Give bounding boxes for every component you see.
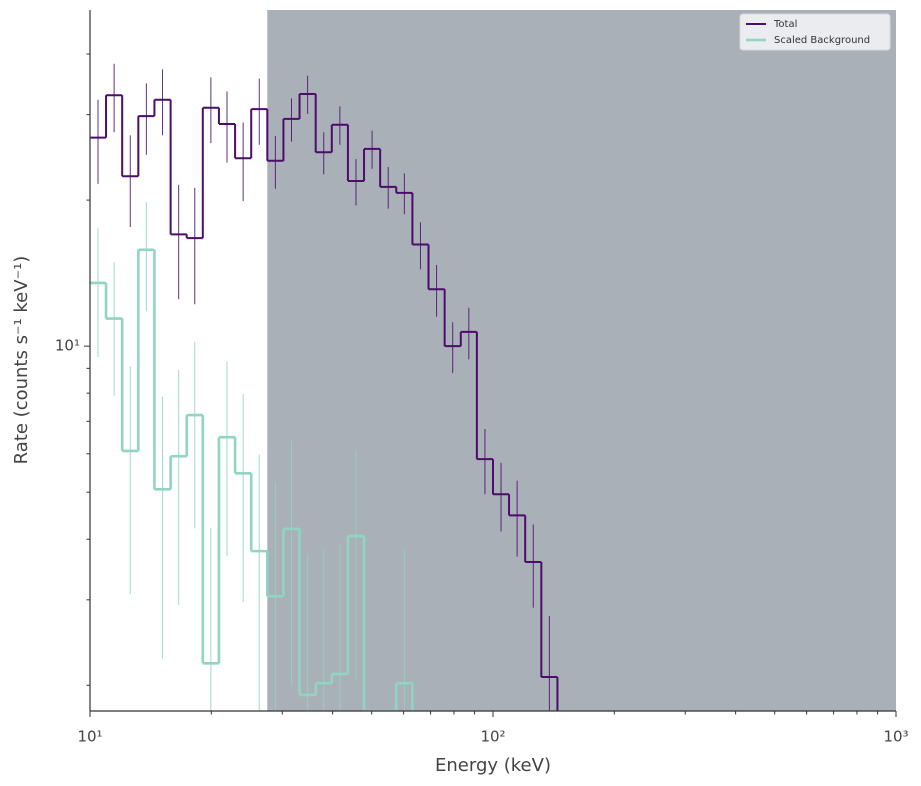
x-tick-label: 10² [480, 728, 505, 746]
y-tick-label: 10¹ [55, 337, 80, 355]
x-axis-label: Energy (keV) [435, 755, 551, 776]
y-axis-label: Rate (counts s⁻¹ keV⁻¹) [11, 256, 32, 465]
x-tick-label: 10¹ [77, 728, 102, 746]
legend-box [739, 13, 891, 51]
shaded-region [267, 10, 896, 711]
legend-label: Scaled Background [774, 35, 870, 46]
legend-label: Total [773, 19, 797, 30]
x-tick-label: 10³ [883, 728, 908, 746]
plot [90, 63, 559, 711]
